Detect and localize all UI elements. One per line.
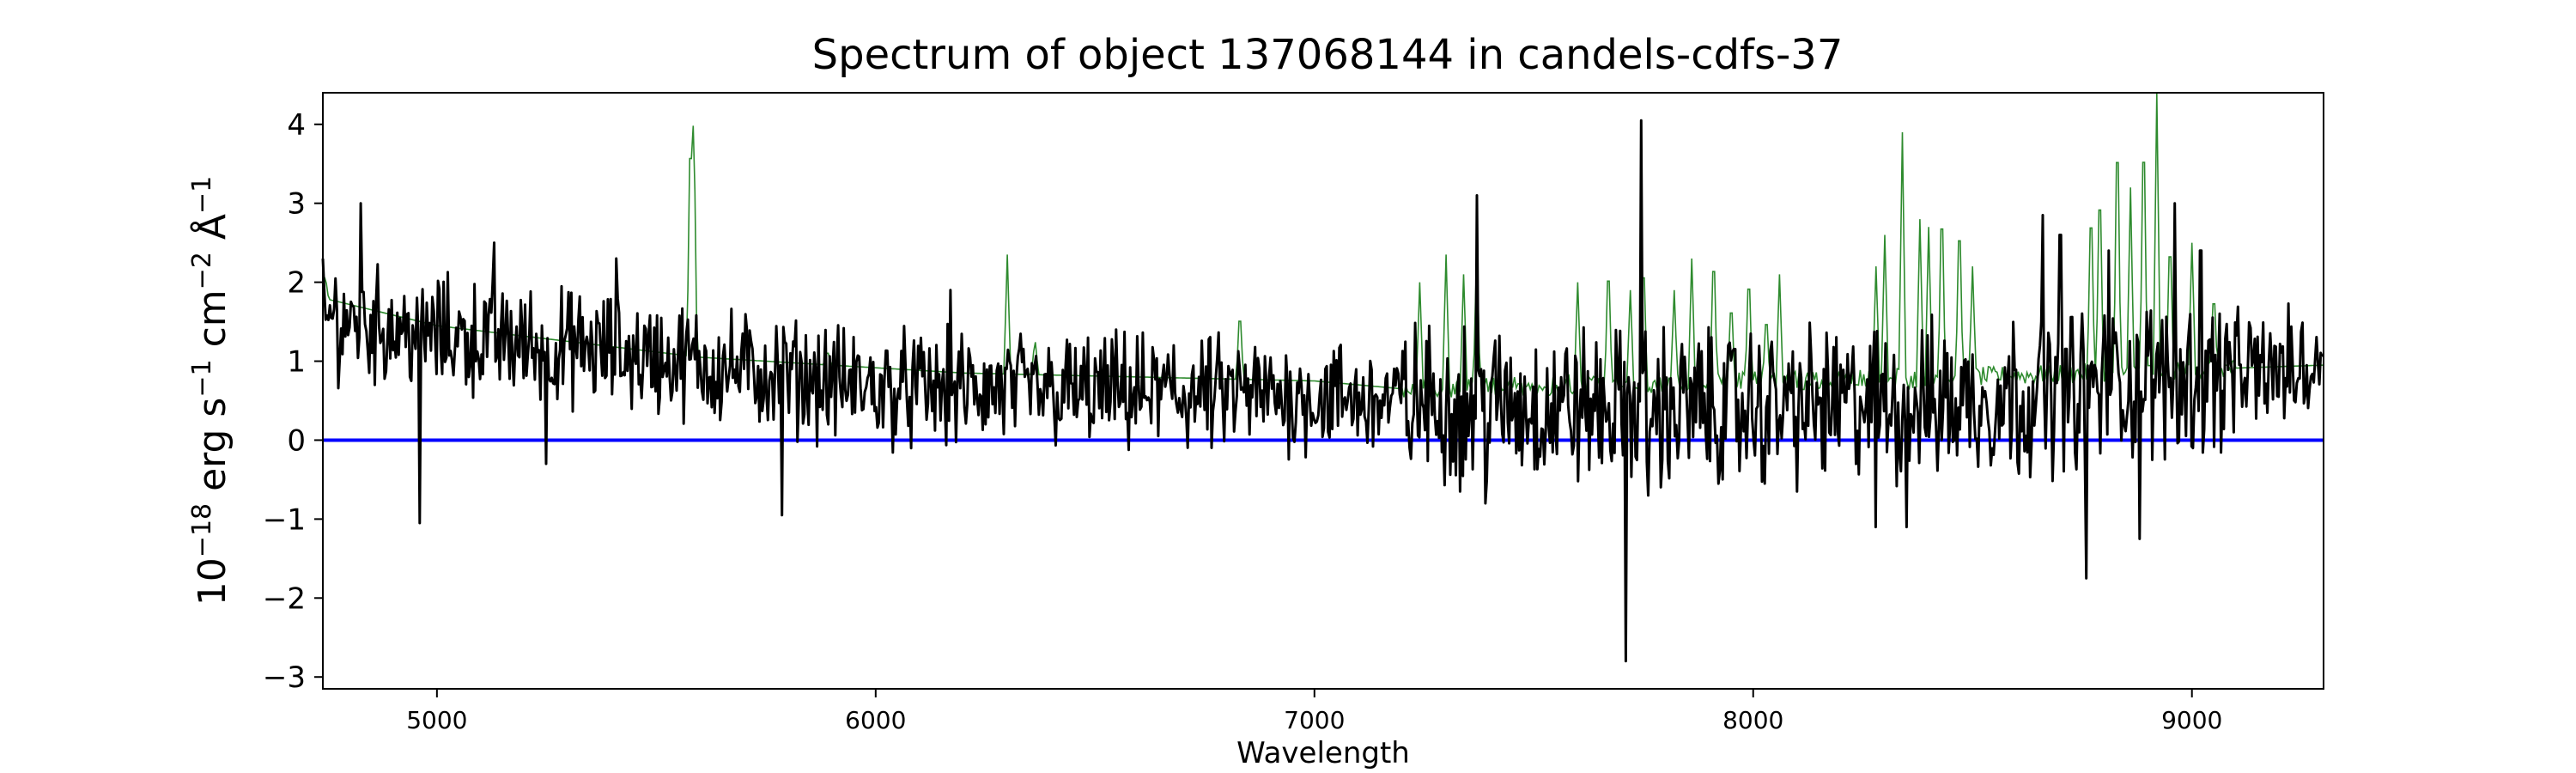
- y-tick-label: −1: [263, 502, 306, 537]
- y-label-erg: erg s: [191, 398, 234, 503]
- y-tick-label: 2: [287, 266, 306, 301]
- y-tick-label: 3: [287, 187, 306, 222]
- x-tick-label: 6000: [845, 706, 906, 734]
- y-label-cm-exponent: −2: [187, 252, 217, 289]
- y-label-prefix-exponent: −18: [187, 503, 217, 557]
- y-tick-label: 1: [287, 345, 306, 380]
- x-tick-label: 7000: [1284, 706, 1345, 734]
- y-label-angstrom-exponent: −1: [187, 176, 217, 214]
- y-tick-label: −3: [263, 660, 306, 695]
- plot-frame: [322, 92, 2324, 690]
- y-tick-label: 4: [287, 108, 306, 143]
- y-label-s-exponent: −1: [187, 359, 217, 397]
- x-tick-label: 9000: [2161, 706, 2222, 734]
- x-axis: 5000 6000 7000 8000 9000: [406, 689, 2222, 734]
- plot-area: [321, 92, 2324, 663]
- y-axis-label: 10−18 erg s−1 cm−2 Å−1: [187, 176, 234, 606]
- x-tick-label: 8000: [1722, 706, 1783, 734]
- y-tick-label: 0: [287, 423, 306, 458]
- y-label-cm: cm: [191, 289, 234, 359]
- x-tick-label: 5000: [406, 706, 467, 734]
- chart-title: Spectrum of object 137068144 in candels-…: [812, 31, 1844, 79]
- y-tick-label: −2: [263, 581, 306, 616]
- y-label-prefix: 10: [191, 557, 234, 606]
- flux-spectrum-line: [321, 119, 2324, 663]
- x-axis-label: Wavelength: [1236, 736, 1410, 770]
- y-label-angstrom: Å: [189, 214, 234, 252]
- y-axis: −3 −2 −1 0 1 2 3 4: [263, 108, 323, 695]
